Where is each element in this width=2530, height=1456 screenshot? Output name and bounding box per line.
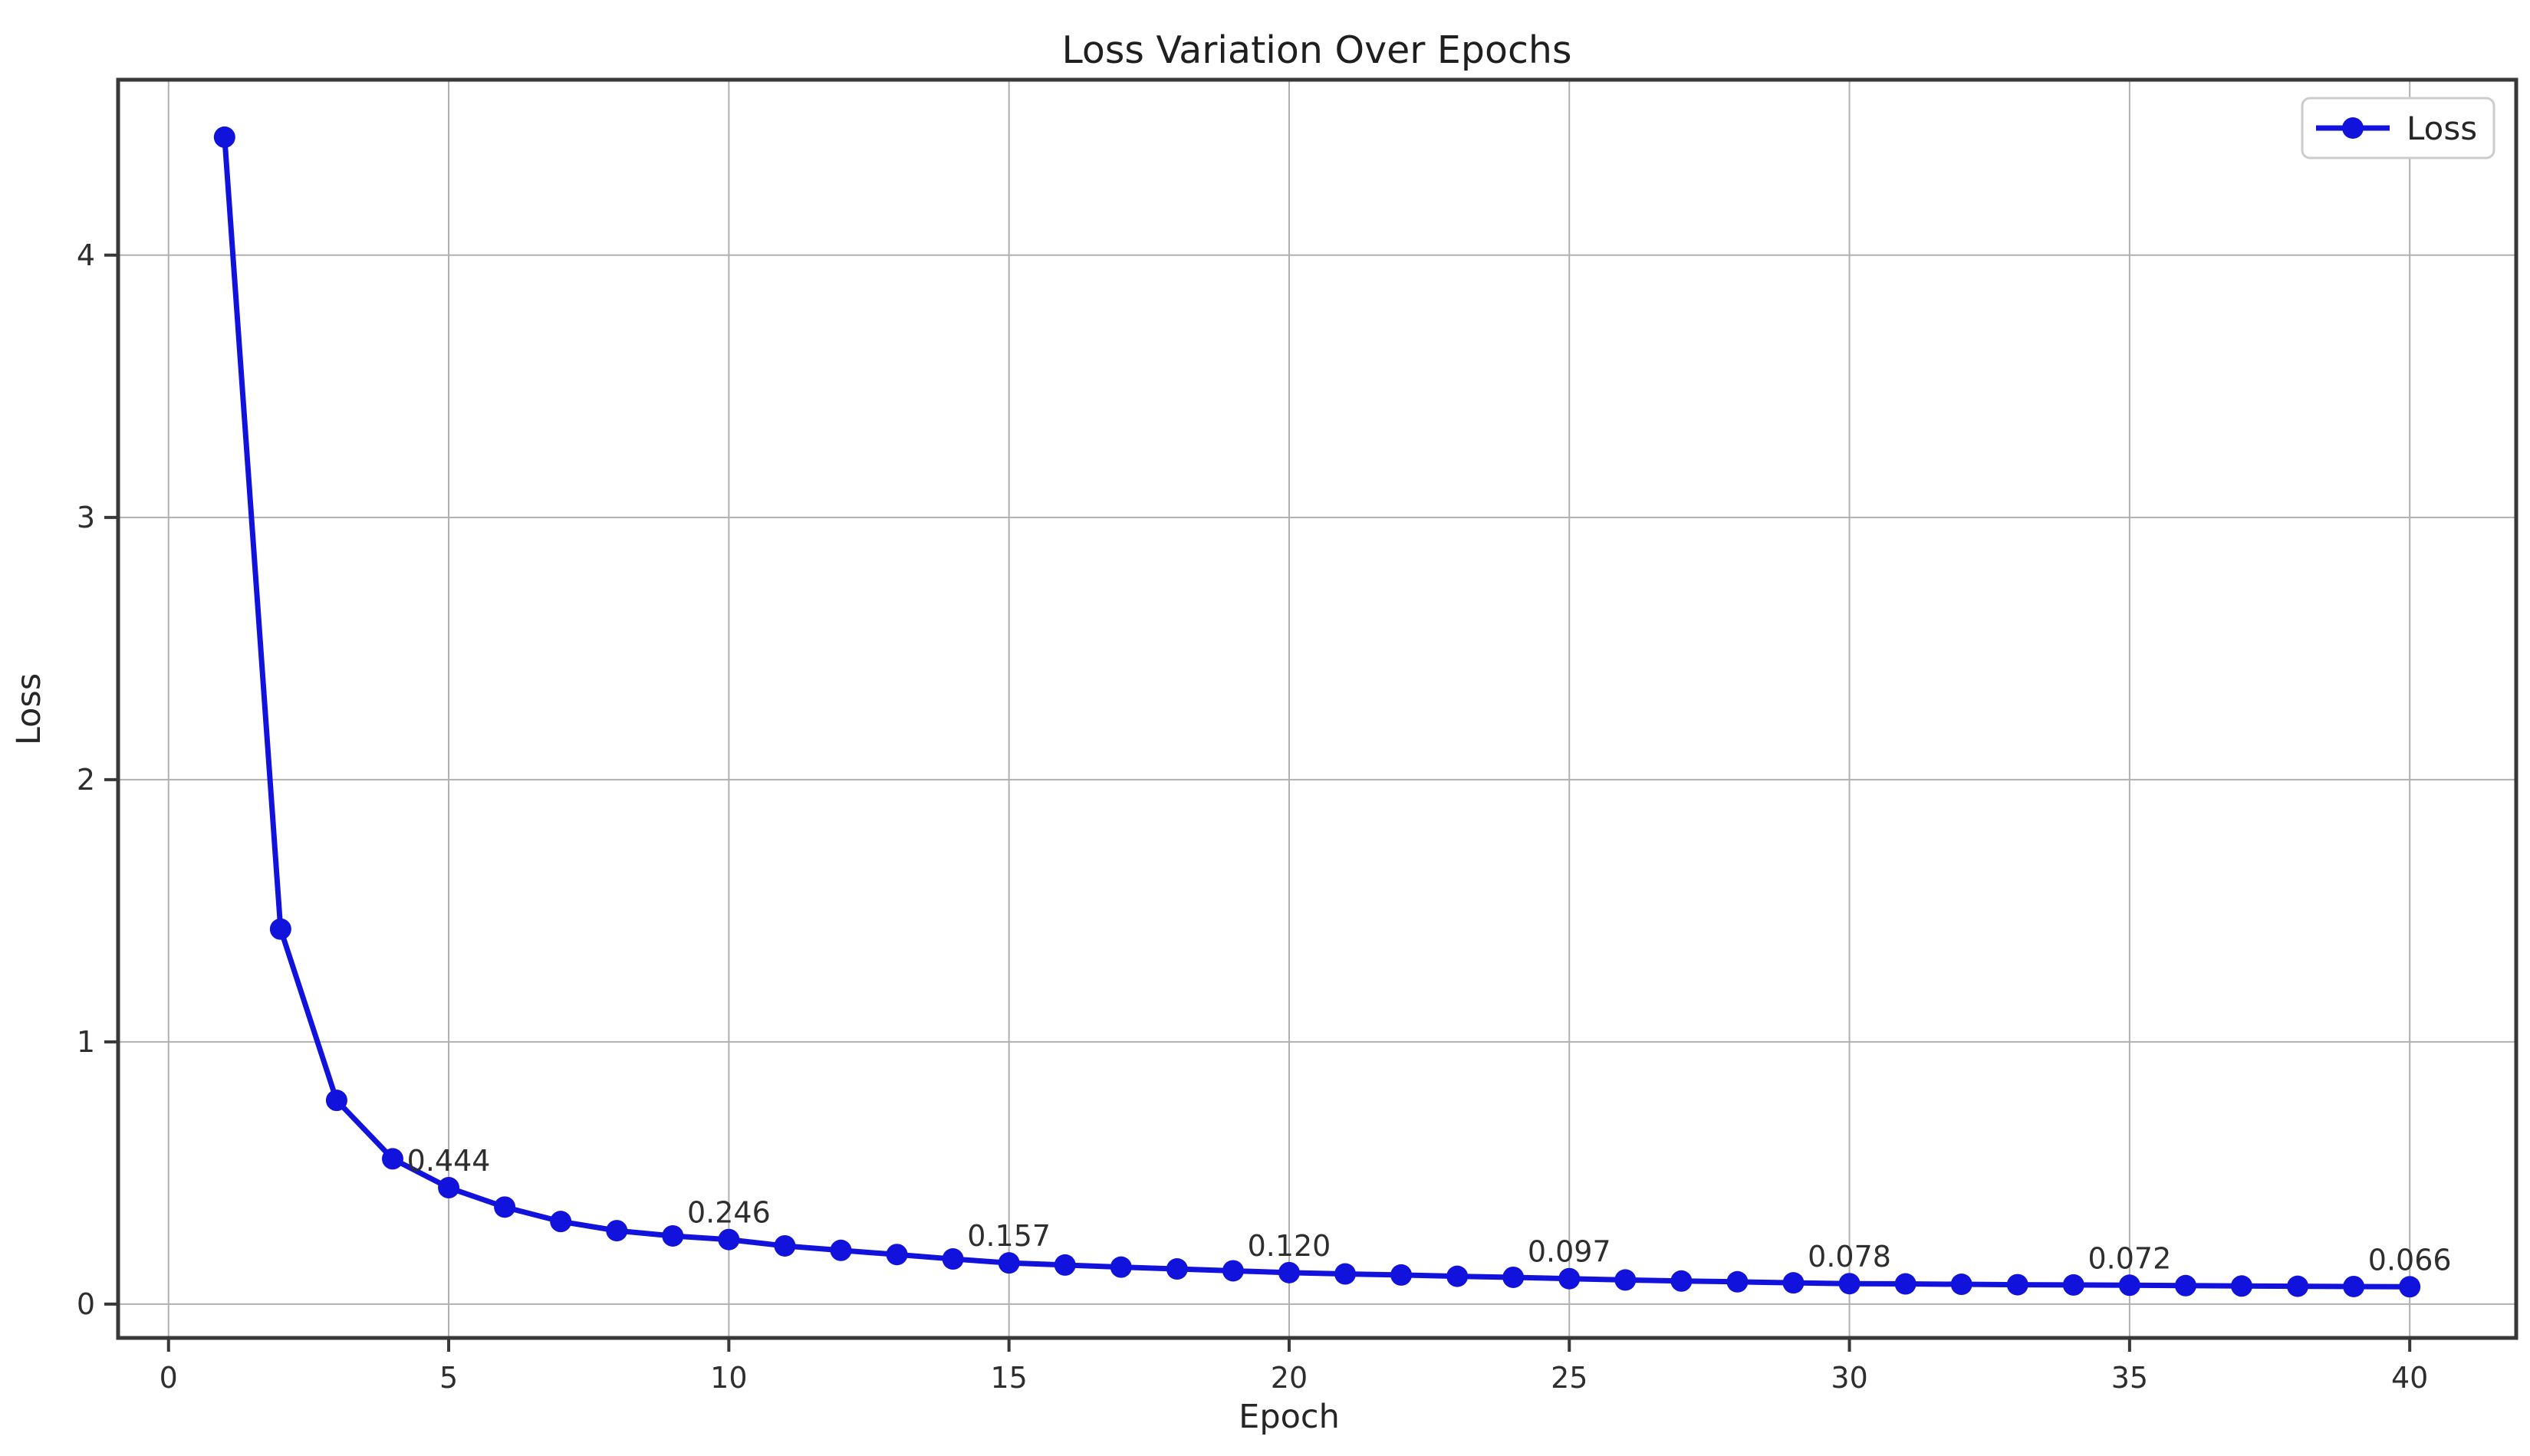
data-point-label: 0.097 xyxy=(1528,1235,1611,1269)
tick-layer xyxy=(104,253,2412,1352)
data-point xyxy=(998,1252,1020,1274)
data-point xyxy=(1894,1273,1916,1295)
x-tick-label: 0 xyxy=(160,1361,178,1395)
grid-layer xyxy=(118,80,2516,1338)
data-point xyxy=(550,1211,572,1233)
data-point xyxy=(886,1244,908,1266)
data-point xyxy=(1726,1270,1749,1293)
data-point xyxy=(774,1234,796,1257)
data-point xyxy=(942,1248,964,1270)
data-point-label: 0.072 xyxy=(2087,1241,2171,1275)
x-tick-label: 35 xyxy=(2111,1361,2148,1395)
data-point xyxy=(1110,1256,1132,1278)
data-point xyxy=(381,1148,403,1170)
data-point xyxy=(1166,1258,1188,1280)
y-tick-label: 0 xyxy=(77,1287,95,1321)
data-point xyxy=(1390,1264,1413,1286)
annotation-layer: 0.444 0.246 0.157 0.120 0.097 0.078 0.072 0.066 xyxy=(407,1144,2452,1277)
data-point xyxy=(213,126,235,148)
data-point xyxy=(662,1224,684,1247)
data-point xyxy=(1222,1260,1244,1282)
x-tick-label: 30 xyxy=(1831,1361,1867,1395)
y-tick-label: 3 xyxy=(77,501,95,534)
data-point xyxy=(1334,1263,1357,1285)
data-point xyxy=(1614,1269,1637,1291)
data-point xyxy=(1950,1274,1972,1296)
data-point xyxy=(1838,1273,1860,1295)
plot-border xyxy=(116,77,2518,1340)
data-point xyxy=(718,1228,740,1251)
data-point xyxy=(2174,1274,2196,1297)
data-point xyxy=(1446,1265,1469,1287)
x-tick-label: 20 xyxy=(1271,1361,1308,1395)
y-axis-label: Loss xyxy=(10,673,48,745)
loss-line xyxy=(222,134,2413,1290)
y-tick-label: 1 xyxy=(77,1025,95,1059)
data-point xyxy=(606,1220,628,1242)
data-point xyxy=(2399,1276,2421,1298)
x-tick-label: 40 xyxy=(2391,1361,2428,1395)
tick-label-layer: 0 5 10 15 20 25 30 35 40 0 1 2 3 4 xyxy=(77,238,2429,1395)
data-point xyxy=(438,1177,460,1199)
data-point xyxy=(269,918,291,940)
data-point-label: 0.246 xyxy=(687,1196,771,1230)
data-point xyxy=(494,1196,516,1218)
x-tick-label: 15 xyxy=(990,1361,1027,1395)
legend: Loss xyxy=(2301,97,2495,159)
legend-marker-icon xyxy=(2342,117,2364,139)
y-tick-label: 2 xyxy=(77,763,95,797)
legend-box xyxy=(2301,97,2495,159)
data-point-label: 0.120 xyxy=(1248,1229,1331,1263)
data-point xyxy=(1502,1266,1525,1288)
data-point xyxy=(2006,1274,2028,1296)
x-axis-label: Epoch xyxy=(1239,1398,1340,1436)
data-point xyxy=(325,1090,347,1112)
data-point xyxy=(1558,1267,1581,1290)
data-point xyxy=(1670,1270,1693,1292)
data-point xyxy=(2118,1274,2140,1297)
legend-entry-label: Loss xyxy=(2407,110,2477,147)
x-tick-label: 5 xyxy=(439,1361,458,1395)
data-point xyxy=(2287,1275,2309,1297)
data-point xyxy=(2231,1275,2253,1297)
chart-title: Loss Variation Over Epochs xyxy=(1061,28,1571,72)
data-point xyxy=(1054,1254,1076,1276)
data-point xyxy=(1782,1272,1805,1294)
data-point-label: 0.066 xyxy=(2368,1243,2452,1277)
data-point xyxy=(830,1239,852,1261)
data-point-label: 0.157 xyxy=(967,1219,1051,1253)
data-point xyxy=(2343,1275,2365,1297)
data-point-label: 0.444 xyxy=(407,1144,491,1178)
data-point-label: 0.078 xyxy=(1808,1240,1891,1274)
data-point xyxy=(2062,1274,2084,1296)
x-tick-label: 25 xyxy=(1551,1361,1587,1395)
y-tick-label: 4 xyxy=(77,238,95,272)
data-point xyxy=(1278,1261,1300,1283)
x-tick-label: 10 xyxy=(710,1361,747,1395)
series-layer xyxy=(213,126,2421,1298)
